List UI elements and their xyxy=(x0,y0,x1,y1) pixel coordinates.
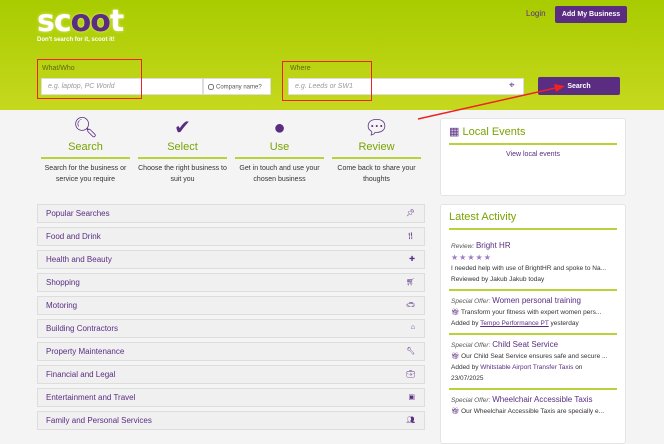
activity-text: Our Wheelchair Accessible Taxis are spec… xyxy=(461,408,605,415)
medkit-icon: ✚ xyxy=(409,256,415,263)
where-label: Where xyxy=(290,65,311,72)
activity-item: Special Offer: Child Seat Service 🎁︎ Our… xyxy=(449,335,617,390)
category-label: Building Contractors xyxy=(46,324,119,333)
category-label: Entertainment and Travel xyxy=(46,393,136,402)
comments-icon: 💬︎ xyxy=(363,117,390,139)
category-item[interactable]: Food and Drink 🍴︎ xyxy=(37,227,425,246)
step-search: 🔍︎ Search Search for the business or servi… xyxy=(37,115,134,185)
users-icon: 👥︎ xyxy=(406,417,415,424)
category-label: Food and Drink xyxy=(46,232,101,241)
step-review: 💬︎ Review Come back to share your thoughts xyxy=(328,115,425,185)
business-link[interactable]: Whitstable Airport Transfer Taxis xyxy=(480,364,574,371)
step-desc: Get in touch and use your chosen busines… xyxy=(239,165,320,183)
step-title: Use xyxy=(235,141,324,159)
business-link[interactable]: Tempo Performance PT xyxy=(480,320,549,327)
category-label: Family and Personal Services xyxy=(46,416,152,425)
checkbox[interactable] xyxy=(208,84,214,90)
category-item[interactable]: Property Maintenance 🔧︎ xyxy=(37,342,425,361)
pin-icon: 📌︎ xyxy=(406,210,415,217)
step-title: Search xyxy=(41,141,130,159)
locate-icon[interactable]: ⌖ xyxy=(509,80,515,91)
highlight-box xyxy=(37,59,142,99)
meta-prefix: Added by xyxy=(451,320,479,327)
step-title: Review xyxy=(332,141,421,159)
local-events-title: ▦ Local Events xyxy=(449,125,617,145)
meta-suffix: yesterday xyxy=(550,320,579,327)
what-label: What/Who xyxy=(42,65,75,72)
meta-prefix: Added by xyxy=(451,364,479,371)
category-label: Financial and Legal xyxy=(46,370,116,379)
activity-type: Special Offer: xyxy=(451,298,491,305)
step-title: Select xyxy=(138,141,227,159)
category-list: Popular Searches 📌︎ Food and Drink 🍴︎ Heal… xyxy=(37,204,425,434)
what-input[interactable]: e.g. laptop, PC World xyxy=(41,78,203,95)
category-item[interactable]: Building Contractors ⌂ xyxy=(37,319,425,338)
step-desc: Come back to share your thoughts xyxy=(337,165,416,183)
activity-meta: Reviewed by Jakub Jakub today xyxy=(451,276,545,283)
activity-text: I needed help with use of BrightHR and s… xyxy=(451,265,607,272)
briefcase-icon: 💼︎ xyxy=(406,371,415,378)
gift-icon: 🎁︎ xyxy=(451,408,460,415)
category-item[interactable]: Motoring 🚗︎ xyxy=(37,296,425,315)
how-it-works: 🔍︎ Search Search for the business or servi… xyxy=(37,115,425,185)
activity-link[interactable]: Women personal training xyxy=(492,296,581,305)
star-rating: ★★★★★ xyxy=(451,253,492,262)
category-label: Health and Beauty xyxy=(46,255,112,264)
highlight-box xyxy=(282,61,372,101)
where-input[interactable]: e.g. Leeds or SW1 xyxy=(288,78,524,95)
cart-icon: 🛒︎ xyxy=(406,279,415,286)
check-icon: ✔ xyxy=(174,117,191,139)
activity-item: Special Offer: Wheelchair Accessible Tax… xyxy=(449,390,617,421)
user-icon: ● xyxy=(273,117,286,139)
activity-item: Review: Bright HR ★★★★★ I needed help wi… xyxy=(449,236,617,291)
step-select: ✔ Select Choose the right business to suit… xyxy=(134,115,231,185)
search-button[interactable]: Search xyxy=(538,77,620,95)
title-text: Local Events xyxy=(462,126,526,138)
calendar-icon: ▦ xyxy=(449,126,460,138)
category-item[interactable]: Shopping 🛒︎ xyxy=(37,273,425,292)
latest-activity-title: Latest Activity xyxy=(449,211,617,230)
activity-type: Review: xyxy=(451,243,475,250)
step-desc: Search for the business or service you r… xyxy=(44,165,127,183)
category-item[interactable]: Health and Beauty ✚ xyxy=(37,250,425,269)
company-name-label: Company name? xyxy=(216,84,262,91)
annotation-arrow xyxy=(417,84,565,120)
car-icon: 🚗︎ xyxy=(406,302,415,309)
header: scoot Don't search for it, scoot it! Log… xyxy=(0,0,664,110)
home-icon: ⌂ xyxy=(410,324,415,331)
category-item[interactable]: Entertainment and Travel ▣ xyxy=(37,388,425,407)
activity-type: Special Offer: xyxy=(451,342,491,349)
step-use: ● Use Get in touch and use your chosen bus… xyxy=(231,115,328,185)
search-icon: 🔍︎ xyxy=(72,117,99,139)
step-desc: Choose the right business to suit you xyxy=(138,165,227,183)
activity-link[interactable]: Wheelchair Accessible Taxis xyxy=(492,395,593,404)
activity-link[interactable]: Bright HR xyxy=(475,241,511,250)
category-label: Popular Searches xyxy=(46,209,110,218)
category-item[interactable]: Popular Searches 📌︎ xyxy=(37,204,425,223)
category-label: Shopping xyxy=(46,278,80,287)
category-item[interactable]: Family and Personal Services 👥︎ xyxy=(37,411,425,430)
gift-icon: 🎁︎ xyxy=(451,353,460,360)
wrench-icon: 🔧︎ xyxy=(406,348,415,355)
activity-text: Transform your fitness with expert women… xyxy=(460,309,602,316)
activity-text: Our Child Seat Service ensures safe and … xyxy=(461,353,608,360)
view-local-events-link[interactable]: View local events xyxy=(506,151,560,158)
add-business-button[interactable]: Add My Business xyxy=(555,6,627,23)
activity-type: Special Offer: xyxy=(451,397,491,404)
local-events-panel: ▦ Local Events View local events xyxy=(440,118,626,196)
activity-link[interactable]: Child Seat Service xyxy=(492,340,559,349)
login-link[interactable]: Login xyxy=(526,9,546,18)
cutlery-icon: 🍴︎ xyxy=(406,233,415,240)
category-item[interactable]: Financial and Legal 💼︎ xyxy=(37,365,425,384)
suitcase-icon: ▣ xyxy=(408,394,415,401)
logo[interactable]: scoot xyxy=(37,4,124,39)
company-name-checkbox[interactable]: Company name? xyxy=(203,78,271,95)
activity-item: Special Offer: Women personal training 🎁… xyxy=(449,291,617,335)
meta-suffix: on 23/07/2025 xyxy=(451,364,583,382)
gift-icon: 🎁︎ xyxy=(451,309,460,316)
category-label: Property Maintenance xyxy=(46,347,125,356)
latest-activity-panel: Latest Activity Review: Bright HR ★★★★★ … xyxy=(440,204,626,444)
category-label: Motoring xyxy=(46,301,78,310)
tagline: Don't search for it, scoot it! xyxy=(37,37,115,43)
